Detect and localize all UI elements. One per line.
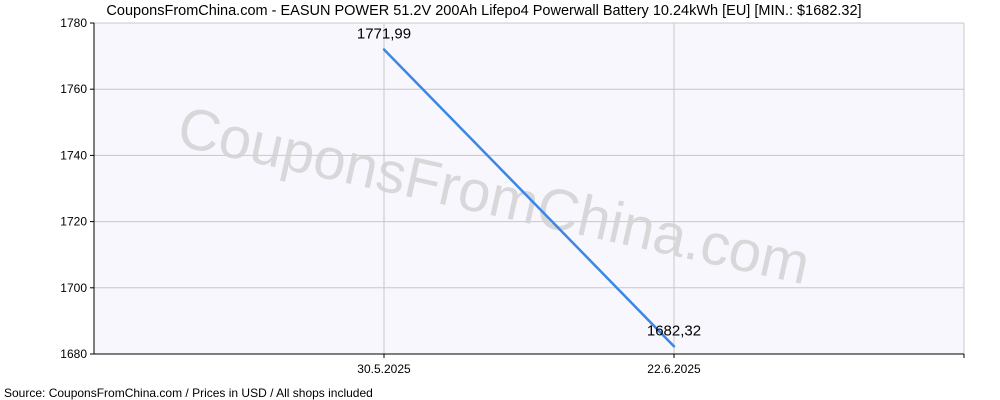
series-line bbox=[382, 48, 676, 348]
axes bbox=[90, 22, 965, 358]
plot-area bbox=[94, 23, 964, 354]
y-tick-label: 1680 bbox=[60, 347, 87, 361]
y-tick-label: 1780 bbox=[60, 16, 87, 30]
data-labels: 1771,99 1682,32 bbox=[357, 26, 701, 340]
footer-source: Source: CouponsFromChina.com / Prices in… bbox=[4, 386, 373, 400]
data-label: 1682,32 bbox=[647, 322, 701, 339]
x-tick-label: 22.6.2025 bbox=[647, 362, 701, 376]
tick-labels: 1680 1700 1720 1740 1760 1780 30.5.2025 22.6.20… bbox=[60, 16, 701, 376]
y-tick-label: 1700 bbox=[60, 281, 87, 295]
chart-title: CouponsFromChina.com - EASUN POWER 51.2V… bbox=[106, 3, 861, 19]
price-series bbox=[382, 48, 676, 348]
grid-lines bbox=[94, 22, 965, 355]
y-tick-label: 1720 bbox=[60, 215, 87, 229]
data-label: 1771,99 bbox=[357, 26, 411, 43]
x-tick-label: 30.5.2025 bbox=[357, 362, 411, 376]
y-tick-label: 1740 bbox=[60, 148, 87, 162]
y-tick-label: 1760 bbox=[60, 82, 87, 96]
